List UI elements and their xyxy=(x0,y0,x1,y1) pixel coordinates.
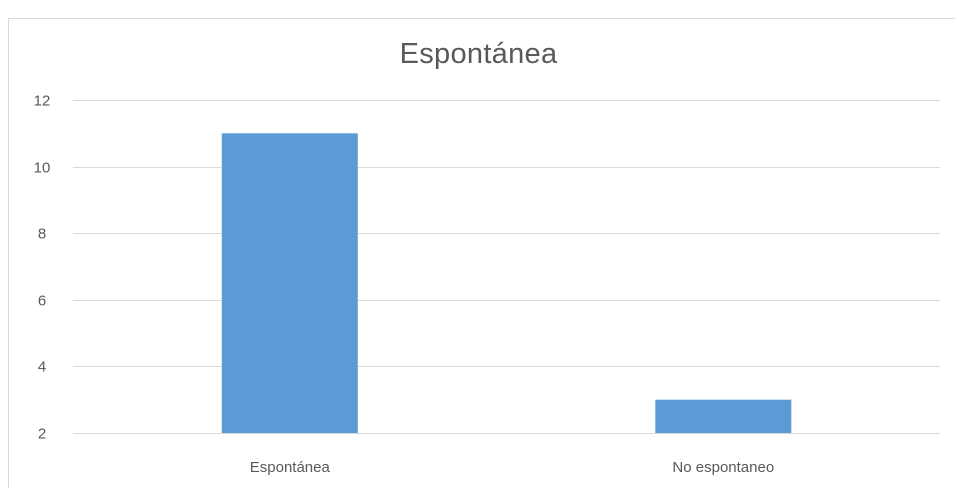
x-axis-categories: Espontánea No espontaneo xyxy=(250,459,774,476)
gridlines xyxy=(73,100,940,434)
chart-title: Espontánea xyxy=(399,38,558,70)
bar-2 xyxy=(655,399,792,433)
y-tick-label: 4 xyxy=(38,359,46,376)
bar-1 xyxy=(221,133,358,434)
y-axis-ticks: 2 4 6 8 10 12 xyxy=(34,93,51,443)
x-category-label: No espontaneo xyxy=(672,459,774,476)
y-tick-label: 12 xyxy=(34,93,51,110)
x-category-label: Espontánea xyxy=(250,459,331,476)
y-tick-label: 8 xyxy=(38,226,46,243)
bars xyxy=(221,133,792,434)
y-tick-label: 10 xyxy=(34,160,51,177)
y-tick-label: 2 xyxy=(38,426,46,443)
y-tick-label: 6 xyxy=(38,293,46,310)
chart-frame xyxy=(8,18,955,488)
